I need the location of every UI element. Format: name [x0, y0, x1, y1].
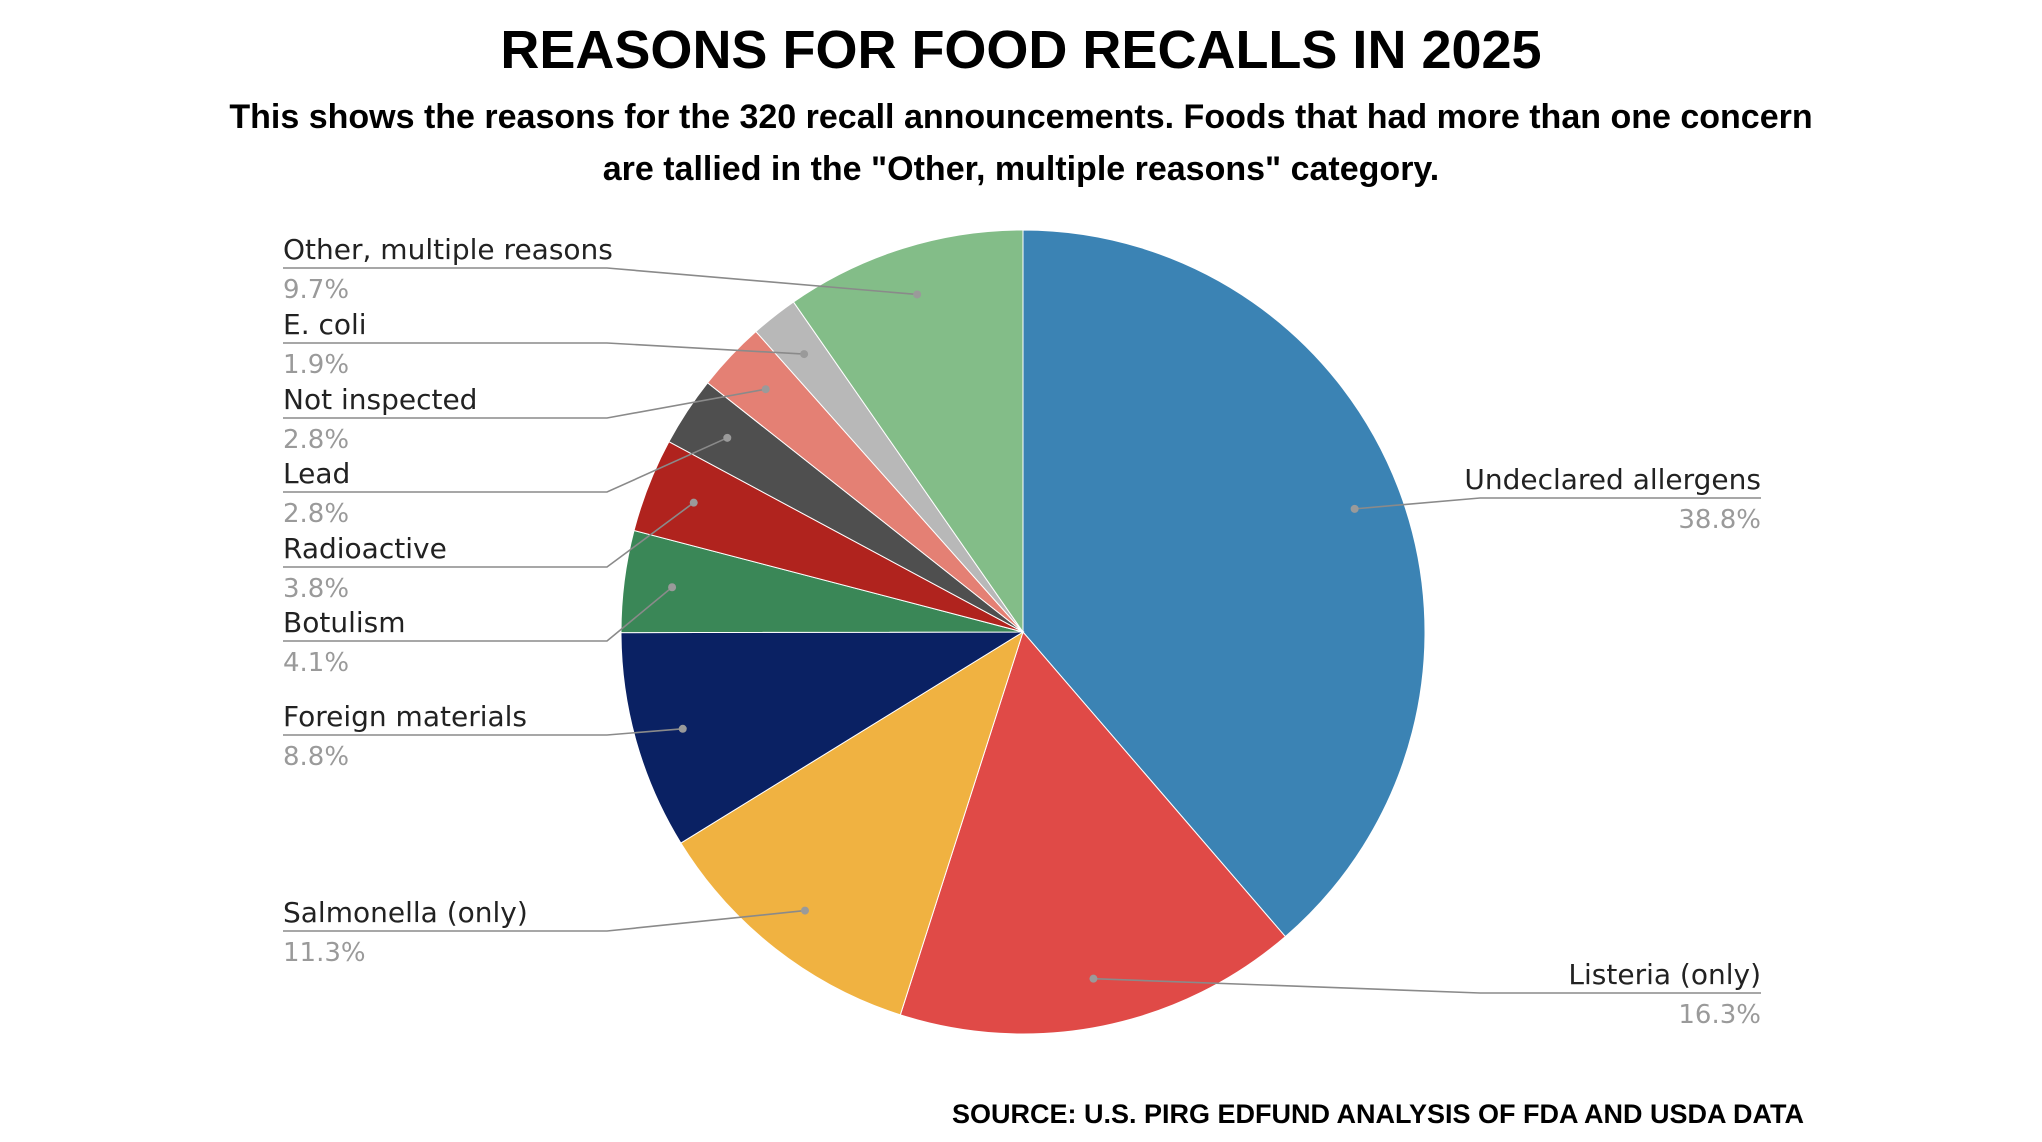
- slice-percent-label: 38.8%: [1678, 505, 1761, 535]
- leader-dot: [668, 583, 677, 592]
- pie-slice-other-multiple-reasons: [792, 229, 1024, 634]
- leader-dot: [723, 433, 732, 442]
- pie-slices: [620, 229, 1426, 1035]
- leader-line: [283, 437, 728, 493]
- leader-dot: [1089, 974, 1098, 983]
- pie-slice-foreign-materials: [620, 631, 1025, 844]
- slice-percent-label: 2.8%: [283, 499, 349, 529]
- leader-line: [283, 502, 695, 568]
- slice-label: Undeclared allergens: [1464, 463, 1761, 496]
- leader-dot: [1350, 504, 1359, 513]
- slice-label: Lead: [283, 457, 350, 490]
- leader-dot: [800, 350, 809, 359]
- leader-line: [283, 728, 683, 736]
- pie-slice-salmonella-only: [680, 630, 1024, 1016]
- slice-percent-label: 16.3%: [1678, 1000, 1761, 1030]
- leader-dot: [678, 724, 687, 733]
- leader-line: [283, 267, 918, 296]
- slice-percent-label: 4.1%: [283, 648, 349, 678]
- leader-line: [283, 909, 806, 932]
- leader-dot: [761, 385, 770, 394]
- chart-title: REASONS FOR FOOD RECALLS IN 2025: [500, 20, 1541, 80]
- slice-label: E. coli: [283, 308, 367, 341]
- slice-label: Salmonella (only): [283, 896, 528, 929]
- slice-label: Other, multiple reasons: [283, 233, 613, 266]
- leader-lines: [283, 267, 1761, 994]
- leader-line: [283, 388, 766, 419]
- leader-dot: [800, 906, 809, 915]
- slice-percent-label: 3.8%: [283, 574, 349, 604]
- pie-slice-listeria-only: [899, 630, 1287, 1035]
- chart-subtitle-line-1: This shows the reasons for the 320 recal…: [229, 98, 1812, 136]
- leader-line: [1093, 977, 1761, 994]
- slice-label: Listeria (only): [1568, 958, 1761, 991]
- slice-percent-label: 2.8%: [283, 425, 349, 455]
- leader-dot: [689, 498, 698, 507]
- slice-label: Not inspected: [283, 383, 477, 416]
- slice-label: Foreign materials: [283, 700, 527, 733]
- slice-label: Radioactive: [283, 532, 447, 565]
- leader-line: [283, 342, 805, 355]
- slice-percent-label: 11.3%: [283, 938, 366, 968]
- slice-labels: Undeclared allergens 38.8% Listeria (only)…: [283, 233, 1761, 1030]
- chart-source: SOURCE: U.S. PIRG EDFUND ANALYSIS OF FDA…: [952, 1099, 1804, 1129]
- leader-line: [1354, 497, 1761, 510]
- leader-dot: [913, 290, 922, 299]
- slice-percent-label: 9.7%: [283, 275, 349, 305]
- chart-subtitle-line-2: are tallied in the "Other, multiple reas…: [603, 150, 1440, 188]
- slice-percent-label: 1.9%: [283, 350, 349, 380]
- leader-line: [283, 586, 673, 642]
- pie-slice-undeclared-allergens: [1022, 229, 1426, 938]
- slice-label: Botulism: [283, 606, 406, 639]
- slice-percent-label: 8.8%: [283, 742, 349, 772]
